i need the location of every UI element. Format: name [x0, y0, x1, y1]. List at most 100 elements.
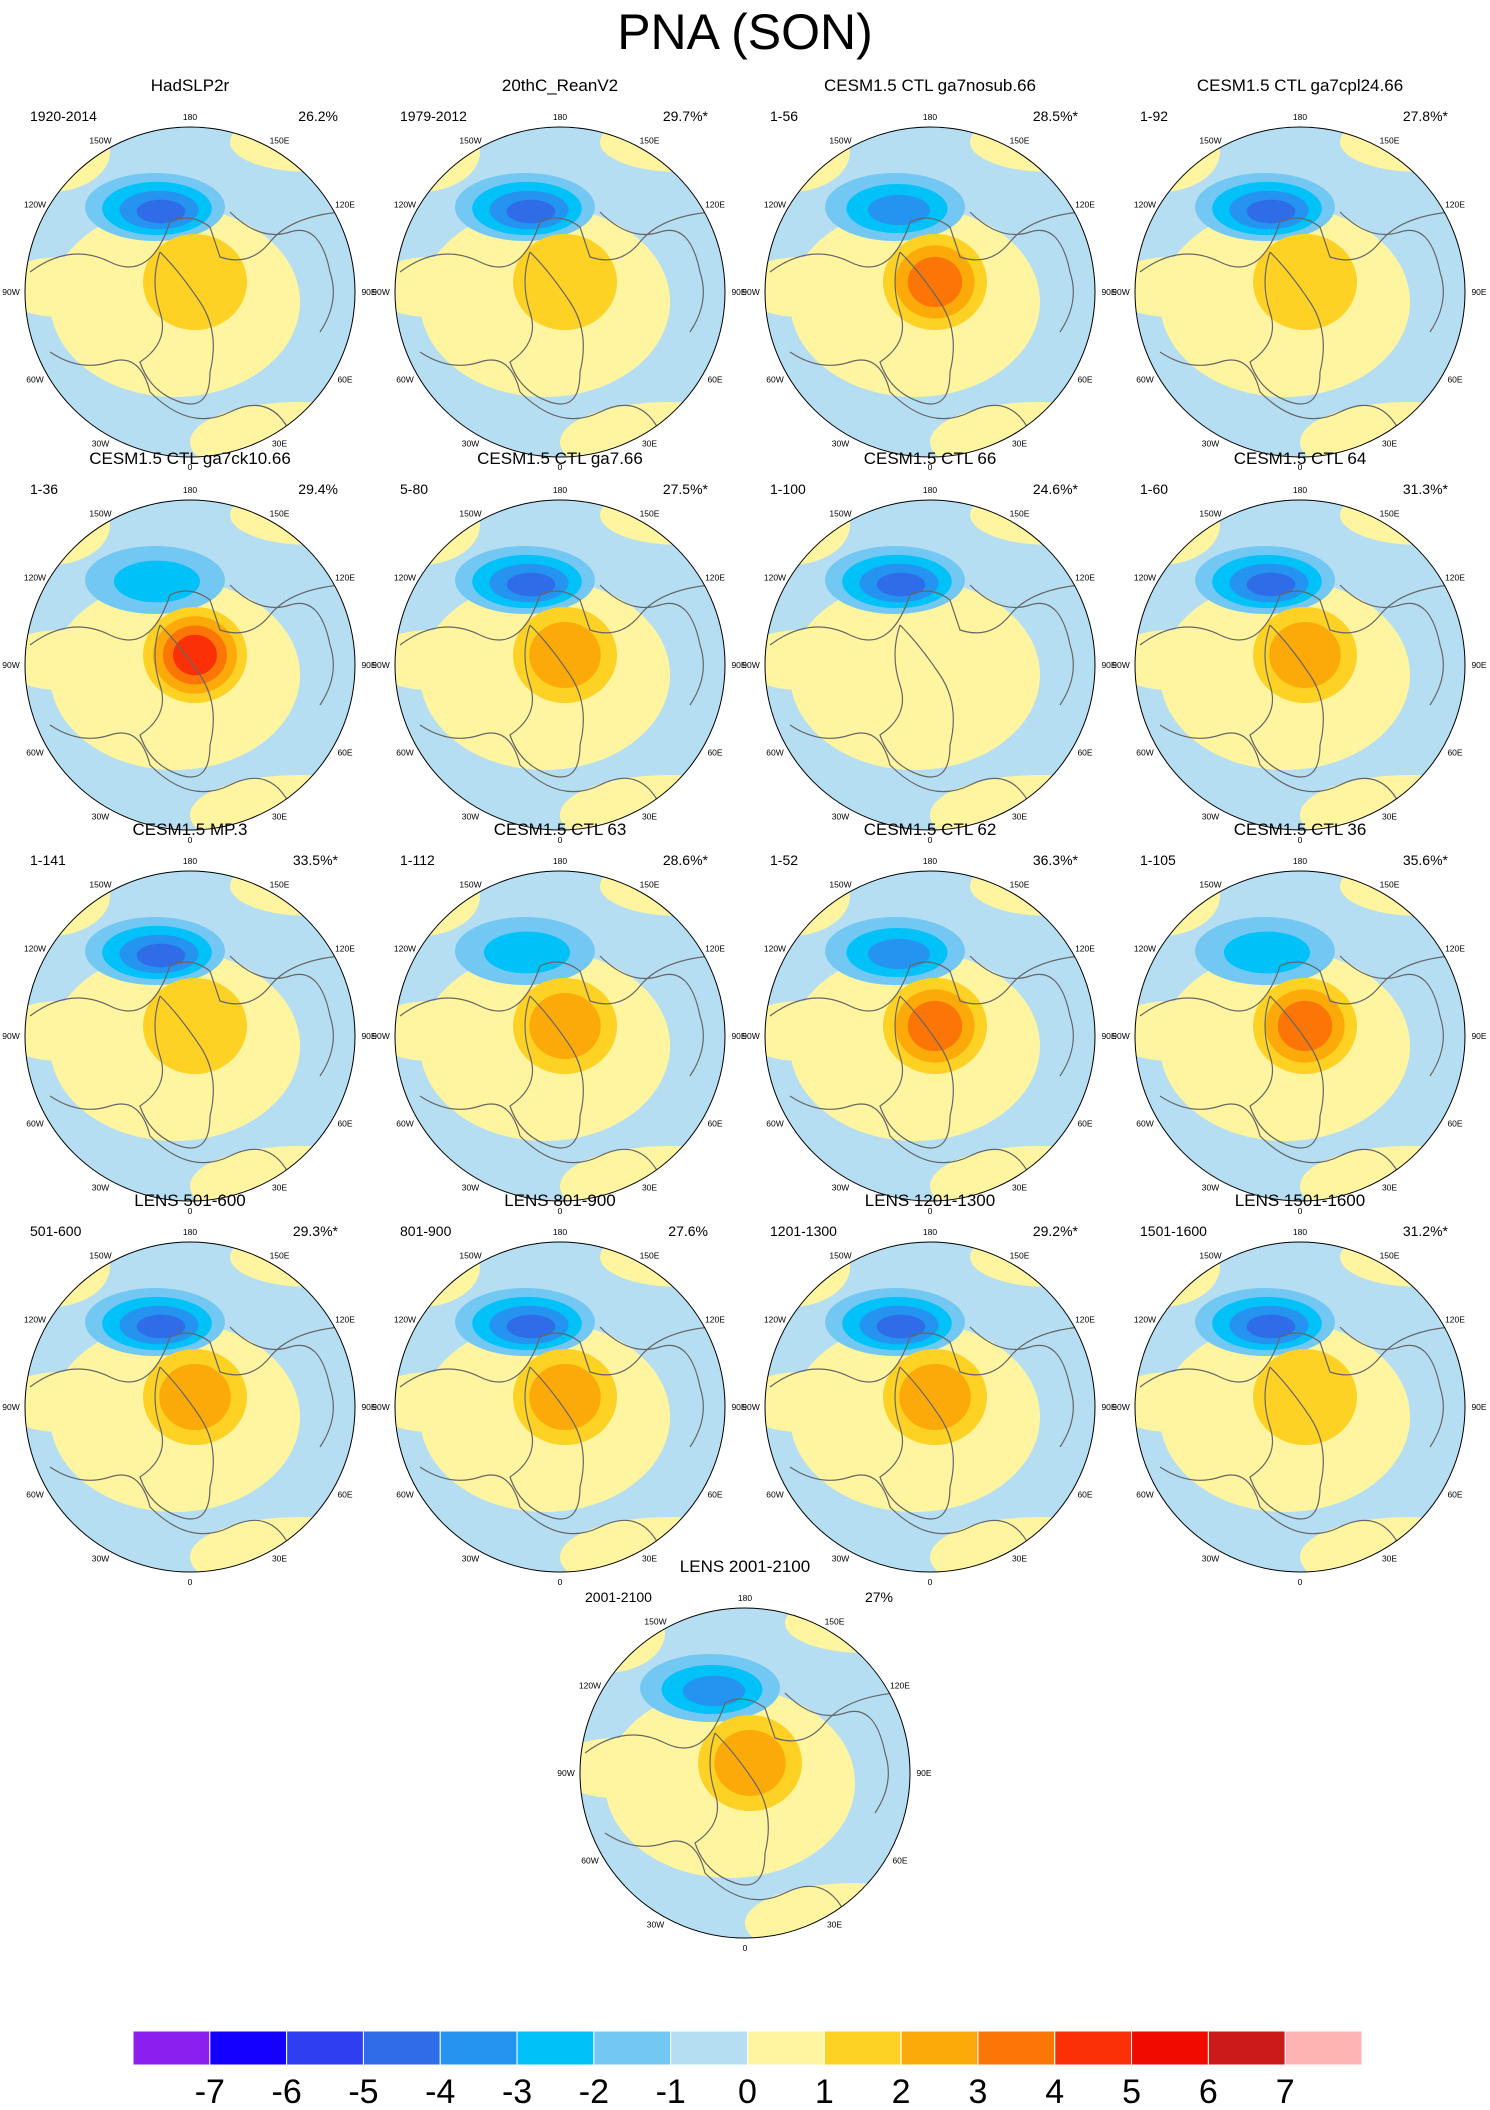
- longitude-label: 0: [188, 1577, 193, 1587]
- map-panel: 180 150E 120E 90E 60E 30E 0 30W 60W 90W 120W 150W 20…: [372, 76, 747, 472]
- anomaly-positive-region: [930, 1517, 1095, 1572]
- map-boundary: [394, 870, 726, 1202]
- longitude-label: 60E: [337, 1119, 352, 1129]
- longitude-label: 90W: [2, 1402, 19, 1412]
- longitude-label: 60W: [766, 1119, 783, 1129]
- longitude-label: 150E: [1010, 1250, 1030, 1260]
- panel-variance: 31.2%*: [1403, 1223, 1449, 1239]
- longitude-label: 90W: [372, 1402, 389, 1412]
- map-panel: 180 150E 120E 90E 60E 30E 0 30W 60W 90W 120W 150W CE…: [1112, 449, 1487, 845]
- anomaly-positive-contour: [907, 1000, 963, 1052]
- anomaly-positive-contour: [1277, 1000, 1333, 1052]
- longitude-label: 180: [1293, 1227, 1307, 1237]
- longitude-label: 120W: [24, 1315, 46, 1325]
- coastline: [509, 995, 584, 1149]
- panel-period: 801-900: [400, 1223, 452, 1239]
- longitude-label: 60E: [707, 375, 722, 385]
- longitude-label: 150E: [1010, 135, 1030, 145]
- longitude-label: 150E: [270, 508, 290, 518]
- longitude-label: 60W: [1136, 748, 1153, 758]
- longitude-label: 120E: [705, 944, 725, 954]
- anomaly-positive-region: [1135, 127, 1220, 192]
- colorbar-cell: [1131, 2030, 1209, 2066]
- coastline: [1339, 1326, 1444, 1448]
- longitude-label: 120W: [579, 1681, 601, 1691]
- longitude-label: 180: [183, 1227, 197, 1237]
- longitude-label: 150E: [270, 1250, 290, 1260]
- longitude-label: 150W: [459, 1250, 481, 1260]
- longitude-label: 120E: [335, 944, 355, 954]
- longitude-label: 60E: [337, 748, 352, 758]
- longitude-label: 150W: [1199, 1250, 1221, 1260]
- panel-variance: 28.6%*: [663, 852, 709, 868]
- longitude-label: 90E: [916, 1768, 931, 1778]
- anomaly-positive-region: [765, 127, 850, 192]
- longitude-label: 60W: [396, 375, 413, 385]
- longitude-label: 90W: [742, 1402, 759, 1412]
- longitude-label: 60E: [1447, 1119, 1462, 1129]
- anomaly-negative-contour: [506, 199, 556, 224]
- colorbar-tick-label: 0: [738, 2073, 757, 2110]
- panel-title: CESM1.5 CTL ga7cpl24.66: [1197, 76, 1403, 95]
- anomaly-negative-contour: [867, 194, 931, 226]
- anomaly-positive-contour: [143, 978, 247, 1074]
- map-boundary: [394, 126, 726, 458]
- longitude-label: 0: [558, 462, 563, 472]
- coastline: [229, 211, 334, 333]
- longitude-label: 120E: [335, 200, 355, 210]
- anomaly-positive-region: [395, 1242, 480, 1307]
- longitude-label: 180: [1293, 485, 1307, 495]
- longitude-label: 30W: [1202, 812, 1219, 822]
- longitude-label: 150E: [1380, 508, 1400, 518]
- longitude-label: 90W: [742, 287, 759, 297]
- longitude-label: 150E: [270, 135, 290, 145]
- longitude-label: 150E: [640, 508, 660, 518]
- map-panel: 180 150E 120E 90E 60E 30E 0 30W 60W 90W 120W 150W CE…: [742, 449, 1117, 845]
- colorbar-tick-label: -3: [502, 2073, 532, 2110]
- map-boundary: [764, 499, 1096, 831]
- map-boundary: [24, 870, 356, 1202]
- panel-variance: 29.7%*: [663, 108, 709, 124]
- map-panel: 180 150E 120E 90E 60E 30E 0 30W 60W 90W 120W 150W CE…: [372, 449, 747, 845]
- anomaly-positive-contour: [143, 234, 247, 330]
- longitude-label: 60E: [1447, 1490, 1462, 1500]
- chart-title: PNA (SON): [617, 4, 873, 60]
- panel-title: CESM1.5 CTL ga7.66: [477, 449, 643, 468]
- longitude-label: 0: [558, 1577, 563, 1587]
- longitude-label: 120E: [705, 200, 725, 210]
- anomaly-negative-contour: [1223, 931, 1311, 974]
- longitude-label: 30E: [272, 439, 287, 449]
- coastline: [599, 584, 704, 706]
- anomaly-positive-contour: [714, 1730, 786, 1796]
- longitude-label: 120E: [890, 1681, 910, 1691]
- anomaly-positive-region: [930, 402, 1095, 457]
- longitude-label: 90E: [731, 660, 746, 670]
- longitude-label: 30W: [462, 812, 479, 822]
- longitude-label: 120E: [1445, 200, 1465, 210]
- longitude-label: 150W: [89, 508, 111, 518]
- longitude-label: 120E: [1075, 573, 1095, 583]
- map-boundary: [1134, 126, 1466, 458]
- longitude-label: 150E: [825, 1616, 845, 1626]
- longitude-label: 150W: [829, 135, 851, 145]
- anomaly-negative-contour: [113, 560, 201, 603]
- panel-variance: 24.6%*: [1033, 481, 1079, 497]
- coastline: [599, 955, 704, 1077]
- panel-title: CESM1.5 CTL ga7nosub.66: [824, 76, 1036, 95]
- map-panel: 180 150E 120E 90E 60E 30E 0 30W 60W 90W 120W 150W CE…: [2, 449, 377, 845]
- colorbar-tick-label: 1: [815, 2073, 834, 2110]
- panel-title: 20thC_ReanV2: [502, 76, 618, 95]
- longitude-label: 120E: [1445, 573, 1465, 583]
- coastline: [969, 1326, 1074, 1448]
- longitude-label: 60W: [1136, 375, 1153, 385]
- map-panel: 180 150E 120E 90E 60E 30E 0 30W 60W 90W 120W 150W CE…: [2, 820, 377, 1216]
- longitude-label: 150E: [640, 135, 660, 145]
- longitude-label: 150W: [89, 879, 111, 889]
- anomaly-positive-region: [1135, 1242, 1220, 1307]
- longitude-label: 30W: [92, 812, 109, 822]
- longitude-label: 150E: [270, 879, 290, 889]
- longitude-label: 180: [738, 1593, 752, 1603]
- colorbar-tick-label: 7: [1276, 2073, 1295, 2110]
- longitude-label: 120E: [1075, 944, 1095, 954]
- longitude-label: 60W: [26, 748, 43, 758]
